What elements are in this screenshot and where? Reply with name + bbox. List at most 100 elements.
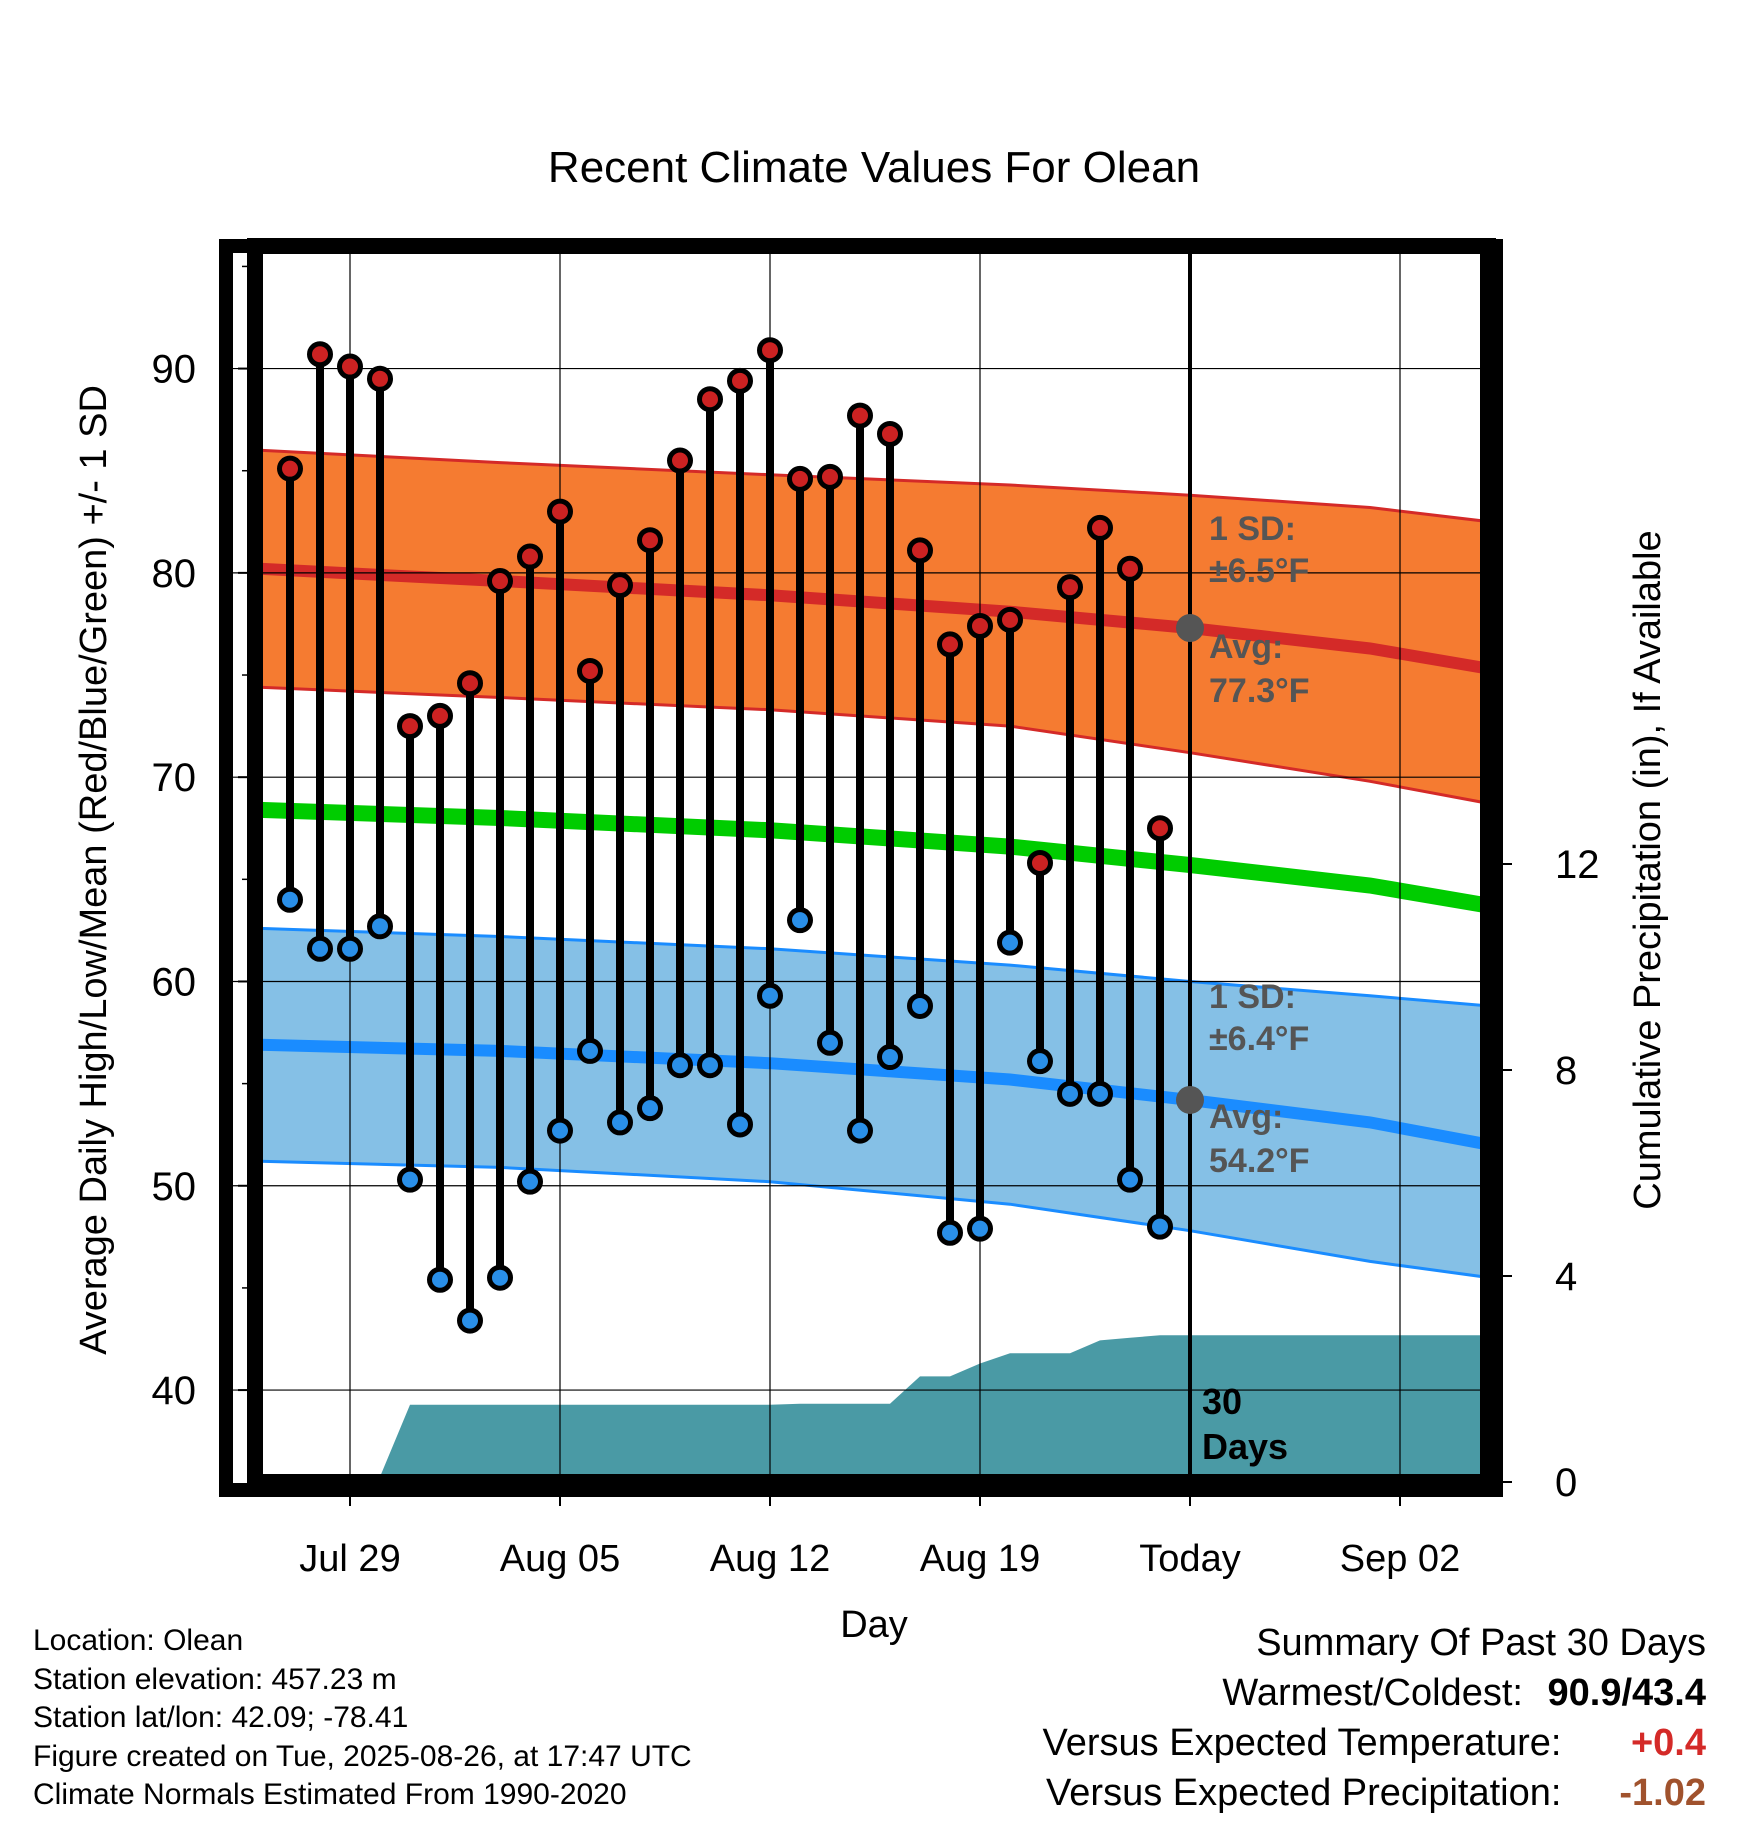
low-point (757, 982, 783, 1009)
high-sd-value: ±6.5°F (1209, 552, 1309, 590)
high-point (667, 447, 693, 474)
plot-layer: 40 50 60 70 80 90 0 4 8 12 Jul 29 Aug 05 Aug 12 Aug 1… (152, 238, 1600, 1580)
mean-line (259, 801, 1488, 914)
low-point (457, 1307, 483, 1334)
high-point (367, 365, 393, 392)
y-right-tick-label: 0 (1555, 1461, 1577, 1505)
summary-title: Summary Of Past 30 Days (1256, 1622, 1706, 1664)
high-point (307, 341, 333, 368)
low-point (577, 1037, 603, 1064)
low-point (1147, 1213, 1173, 1240)
y-right-tick-label: 12 (1555, 843, 1600, 887)
y-axis-label-right: Cumulative Precipitation (in), If Availa… (1627, 530, 1669, 1209)
low-point (1117, 1166, 1143, 1193)
temp-label: Versus Expected Temperature: (1042, 1722, 1562, 1764)
y-tick-label: 50 (152, 1165, 197, 1209)
high-point (607, 572, 633, 599)
created-text: Figure created on Tue, 2025-08-26, at 17… (33, 1739, 692, 1773)
y-tick-label: 70 (152, 756, 197, 800)
low-point (967, 1215, 993, 1242)
high-point (397, 713, 423, 740)
temp-value: +0.4 (1630, 1722, 1706, 1764)
precipitation-area (260, 1335, 1488, 1482)
warm-cold-value: 90.9/43.4 (1547, 1672, 1706, 1714)
low-sd-value: ±6.4°F (1209, 1020, 1309, 1058)
low-point (727, 1111, 753, 1138)
high-point (487, 568, 513, 595)
low-point (607, 1109, 633, 1136)
high-point (847, 402, 873, 429)
low-point (307, 935, 333, 962)
high-point (907, 537, 933, 564)
high-avg-marker (1176, 614, 1204, 643)
low-point (1087, 1080, 1113, 1107)
x-tick-label: Aug 05 (500, 1538, 620, 1580)
precip-label: Versus Expected Precipitation: (1046, 1772, 1562, 1814)
x-tick-label: Today (1139, 1538, 1240, 1580)
plot-frame-outer (219, 239, 1503, 1497)
high-point (817, 463, 843, 490)
high-point (1147, 815, 1173, 842)
precip-value: -1.02 (1619, 1772, 1706, 1814)
low-point (547, 1117, 573, 1144)
low-point (847, 1117, 873, 1144)
low-point (1027, 1048, 1053, 1075)
y-right-tick-label: 8 (1555, 1049, 1577, 1093)
high-avg-label: Avg: (1209, 628, 1283, 666)
low-point (817, 1029, 843, 1056)
low-point (997, 929, 1023, 956)
high-point (1087, 514, 1113, 541)
high-point (967, 612, 993, 639)
low-point (937, 1219, 963, 1246)
y-right-tick-label: 4 (1555, 1255, 1577, 1299)
high-point (937, 631, 963, 658)
chart-title: Recent Climate Values For Olean (548, 143, 1200, 192)
low-point (877, 1044, 903, 1071)
high-upper-line (259, 448, 1488, 524)
elevation-text: Station elevation: 457.23 m (33, 1662, 397, 1696)
summary-precip-row: Versus Expected Precipitation: -1.02 (1043, 1768, 1706, 1818)
high-point (337, 353, 363, 380)
y-tick-label: 90 (152, 348, 197, 392)
low-point (637, 1095, 663, 1122)
low-point (277, 886, 303, 913)
y-tick-label: 40 (152, 1369, 197, 1413)
high-sd-label: 1 SD: (1209, 510, 1296, 548)
low-point (397, 1166, 423, 1193)
days-word: Days (1202, 1426, 1288, 1467)
days-count: 30 (1202, 1381, 1242, 1422)
low-point (427, 1266, 453, 1293)
low-point (337, 935, 363, 962)
x-tick-label: Sep 02 (1340, 1538, 1460, 1580)
high-point (697, 386, 723, 413)
high-point (1057, 574, 1083, 601)
low-point (487, 1264, 513, 1291)
low-sd-label: 1 SD: (1209, 978, 1296, 1016)
latlon-text: Station lat/lon: 42.09; -78.41 (33, 1701, 409, 1734)
low-point (907, 992, 933, 1019)
location-text: Location: Olean (33, 1624, 244, 1657)
high-point (577, 657, 603, 684)
low-point (367, 913, 393, 940)
high-point (427, 702, 453, 729)
high-point (727, 367, 753, 394)
low-avg-value: 54.2°F (1209, 1142, 1310, 1180)
station-info: Location: Olean Station elevation: 457.2… (33, 1622, 692, 1815)
summary-temp-row: Versus Expected Temperature: +0.4 (1043, 1718, 1706, 1768)
high-point (547, 498, 573, 525)
high-point (637, 527, 663, 554)
high-sd-band (260, 450, 1488, 804)
low-point (697, 1052, 723, 1079)
low-avg-label: Avg: (1209, 1098, 1283, 1136)
x-tick-label: Jul 29 (299, 1538, 400, 1580)
high-point (457, 670, 483, 697)
low-point (517, 1168, 543, 1195)
warm-cold-label: Warmest/Coldest: (1222, 1672, 1523, 1714)
plot-area (226, 246, 1488, 1482)
high-point (517, 543, 543, 570)
low-avg-marker (1176, 1085, 1204, 1114)
high-point (757, 337, 783, 364)
low-point (1057, 1080, 1083, 1107)
x-tick-label: Aug 19 (920, 1538, 1040, 1580)
